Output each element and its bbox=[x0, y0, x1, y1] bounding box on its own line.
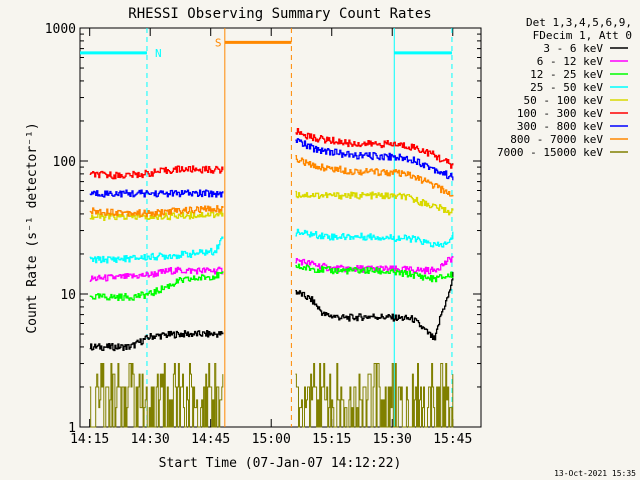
flag-letter-N: N bbox=[155, 47, 162, 60]
y-axis-label: Count Rate (s⁻¹ detector⁻¹) bbox=[25, 122, 40, 333]
axis-ticks: 14:15 14:30 14:45 15:00 15:15 15:30 15:45 1 10 10… bbox=[45, 22, 481, 447]
series-lines bbox=[89, 127, 454, 428]
annotations: NS bbox=[80, 28, 453, 427]
legend-entry-label: 7000 - 15000 keV bbox=[497, 146, 603, 159]
series-line-9 bbox=[89, 363, 224, 428]
series-line-7 bbox=[295, 138, 454, 181]
plot-area bbox=[79, 27, 482, 428]
series-line-6 bbox=[295, 127, 454, 169]
series-line-8 bbox=[89, 205, 224, 218]
x-tick-label: 15:15 bbox=[312, 432, 351, 447]
flag-letter-S: S bbox=[215, 36, 222, 49]
x-tick-label: 14:30 bbox=[131, 432, 170, 447]
legend-entry-label: 50 - 100 keV bbox=[524, 94, 604, 107]
legend-header: FDecim 1, Att 0 bbox=[533, 29, 632, 42]
series-line-6 bbox=[89, 165, 224, 180]
legend-entry-label: 6 - 12 keV bbox=[537, 55, 604, 68]
series-line-4 bbox=[89, 236, 224, 264]
x-axis-label: Start Time (07-Jan-07 14:12:22) bbox=[159, 456, 402, 471]
series-line-5 bbox=[89, 210, 224, 221]
series-line-2 bbox=[89, 266, 224, 282]
legend-entry-label: 25 - 50 keV bbox=[530, 81, 603, 94]
series-line-9 bbox=[295, 363, 454, 428]
timestamp-label: 13-Oct-2021 15:35 bbox=[554, 469, 636, 478]
x-tick-label: 15:00 bbox=[252, 432, 291, 447]
y-tick-label: 1 bbox=[68, 421, 76, 436]
series-line-1 bbox=[295, 271, 454, 341]
legend-entry-label: 300 - 800 keV bbox=[517, 120, 603, 133]
series-line-8 bbox=[295, 155, 454, 197]
legend-entry-label: 3 - 6 keV bbox=[543, 42, 603, 55]
x-tick-label: 15:30 bbox=[373, 432, 412, 447]
legend-header: Det 1,3,4,5,6,9, bbox=[526, 16, 632, 29]
legend: Det 1,3,4,5,6,9,FDecim 1, Att 03 - 6 keV… bbox=[497, 16, 632, 159]
legend-entry-label: 100 - 300 keV bbox=[517, 107, 603, 120]
series-line-3 bbox=[295, 263, 454, 283]
legend-entry-label: 800 - 7000 keV bbox=[510, 133, 603, 146]
x-tick-label: 14:45 bbox=[191, 432, 230, 447]
series-line-7 bbox=[89, 189, 224, 198]
series-line-1 bbox=[89, 330, 224, 352]
y-tick-label: 1000 bbox=[45, 22, 76, 37]
y-tick-label: 100 bbox=[53, 155, 76, 170]
series-line-5 bbox=[295, 190, 454, 216]
series-line-3 bbox=[89, 271, 224, 301]
legend-entry-label: 12 - 25 keV bbox=[530, 68, 603, 81]
chart-title: RHESSI Observing Summary Count Rates bbox=[128, 6, 431, 22]
x-tick-label: 15:45 bbox=[433, 432, 472, 447]
x-tick-label: 14:15 bbox=[70, 432, 109, 447]
series-line-4 bbox=[295, 228, 454, 248]
y-tick-label: 10 bbox=[60, 288, 76, 303]
